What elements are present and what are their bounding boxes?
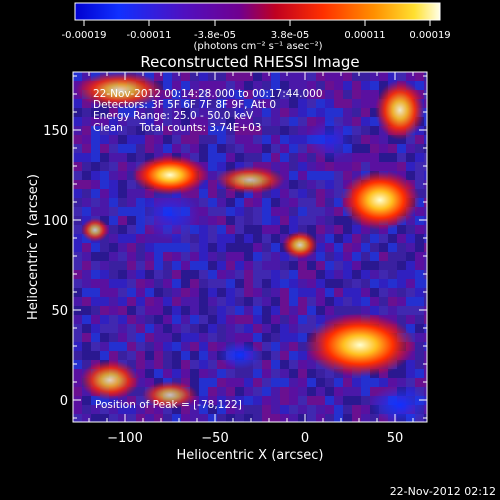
rhessi-image — [73, 72, 427, 422]
annotation-clean-counts: Clean Total counts: 3.74E+03 — [93, 122, 262, 134]
x-tick-label: 50 — [387, 431, 404, 446]
plot-timestamp: 22-Nov-2012 02:12 — [390, 485, 496, 498]
colorbar: -0.00019 -0.00011 -3.8e-05 3.8e-05 0.00011 0.… — [62, 2, 451, 52]
x-tick-label: −50 — [201, 431, 228, 446]
colorbar-tick-label: 0.00011 — [344, 30, 385, 41]
colorbar-tick-label: 0.00019 — [409, 30, 450, 41]
x-tick-label: 0 — [301, 431, 309, 446]
colorbar-tick-label: -0.00011 — [127, 30, 172, 41]
peak-position-label: Position of Peak = [-78,122] — [95, 399, 242, 411]
y-tick-label: 50 — [51, 304, 68, 319]
plot-frame — [72, 71, 428, 423]
x-axis-label: Heliocentric X (arcsec) — [177, 448, 324, 463]
y-tick-label: 150 — [43, 124, 68, 139]
annotation-detectors: Detectors: 3F 5F 6F 7F 8F 9F, Att 0 — [93, 99, 276, 111]
colorbar-tick-label: 3.8e-05 — [271, 30, 309, 41]
annotation-time-range: 22-Nov-2012 00:14:28.000 to 00:17:44.000 — [93, 88, 323, 100]
colorbar-tick-label: -0.00019 — [62, 30, 107, 41]
colorbar-gradient — [74, 2, 441, 21]
y-tick-label: 0 — [60, 394, 68, 409]
axis-ticks — [73, 72, 427, 422]
y-tick-label: 100 — [43, 214, 68, 229]
colorbar-units: (photons cm⁻² s⁻¹ asec⁻²) — [193, 41, 322, 52]
x-tick-label: −100 — [107, 431, 143, 446]
annotation-energy-range: Energy Range: 25.0 - 50.0 keV — [93, 110, 254, 122]
plot-title: Reconstructed RHESSI Image — [140, 53, 359, 71]
colorbar-tick-label: -3.8e-05 — [194, 30, 236, 41]
y-axis-label: Heliocentric Y (arcsec) — [26, 174, 41, 320]
